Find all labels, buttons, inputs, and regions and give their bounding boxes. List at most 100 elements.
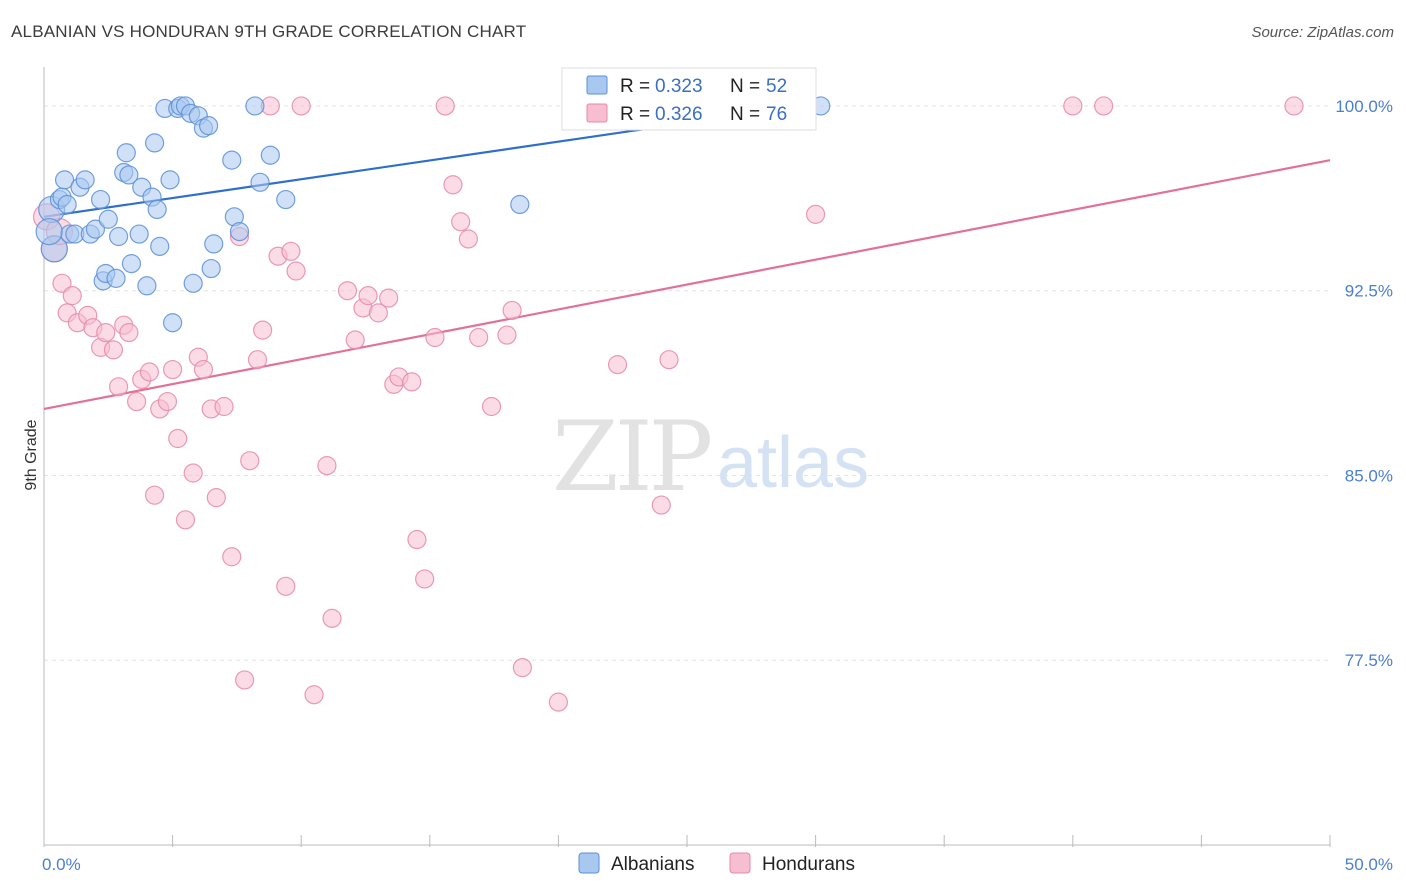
albanian-point bbox=[222, 150, 242, 170]
honduran-point bbox=[502, 300, 522, 321]
honduran-point bbox=[805, 204, 826, 224]
honduran-point bbox=[469, 327, 489, 348]
honduran-point bbox=[96, 322, 116, 343]
honduran-point bbox=[52, 273, 72, 293]
honduran-point bbox=[206, 488, 226, 508]
trend-lines bbox=[43, 104, 1331, 411]
honduran-point bbox=[512, 658, 532, 678]
y-tick-label: 77.5% bbox=[1345, 651, 1393, 670]
legend-n-value-albanians: 52 bbox=[766, 76, 787, 97]
x-tick-label: 50.0% bbox=[1345, 855, 1393, 874]
honduran-point bbox=[659, 350, 679, 370]
legend-r-label-albanians: R = bbox=[620, 76, 650, 97]
albanian-point bbox=[510, 194, 530, 215]
honduran-point bbox=[317, 456, 337, 476]
albanian-point bbox=[98, 209, 118, 229]
albanian-point bbox=[108, 226, 129, 247]
legend-r-value-albanians: 0.323 bbox=[655, 76, 703, 97]
albanian-point bbox=[116, 143, 136, 163]
honduran-point bbox=[253, 320, 273, 340]
tick-labels: 100.0% 92.5% 85.0% 77.5% 0.0% 50.0% bbox=[42, 97, 1393, 874]
chart-title: ALBANIAN VS HONDURAN 9TH GRADE CORRELATI… bbox=[11, 22, 527, 41]
albanian-point bbox=[276, 189, 296, 210]
honduran-point bbox=[119, 322, 139, 343]
honduran-point bbox=[62, 286, 82, 306]
honduran-point bbox=[214, 396, 234, 417]
honduran-point bbox=[1094, 96, 1114, 116]
bottom-legend-label-hondurans: Hondurans bbox=[762, 854, 855, 875]
honduran-point bbox=[451, 212, 471, 232]
legend-r-value-hondurans: 0.326 bbox=[655, 104, 703, 125]
albanian-point bbox=[199, 116, 219, 136]
honduran-point bbox=[337, 281, 358, 301]
albanian-point bbox=[129, 224, 149, 244]
legend-r-label-hondurans: R = bbox=[620, 104, 650, 125]
honduran-point bbox=[139, 362, 160, 382]
albanian-point bbox=[137, 276, 157, 296]
honduran-point bbox=[407, 529, 427, 550]
points-albanians bbox=[35, 96, 831, 333]
honduran-point bbox=[1063, 96, 1083, 116]
honduran-point bbox=[286, 261, 306, 281]
albanian-point bbox=[35, 217, 63, 246]
albanian-point bbox=[204, 234, 224, 254]
x-tick-label: 0.0% bbox=[42, 855, 81, 874]
legend-n-label-hondurans: N = bbox=[730, 104, 760, 125]
y-tick-label: 85.0% bbox=[1345, 466, 1393, 485]
honduran-point bbox=[163, 359, 183, 380]
trend-line-hondurans bbox=[43, 159, 1331, 411]
albanian-point bbox=[229, 221, 250, 242]
honduran-point bbox=[651, 495, 671, 515]
honduran-point bbox=[157, 391, 178, 412]
albanian-point bbox=[250, 172, 270, 192]
albanian-point bbox=[54, 170, 75, 190]
albanian-point bbox=[260, 145, 280, 165]
honduran-point bbox=[108, 377, 129, 397]
honduran-point bbox=[607, 355, 628, 375]
honduran-point bbox=[126, 391, 147, 412]
y-axis-title: 9th Grade bbox=[23, 419, 40, 490]
chart-source: Source: ZipAtlas.com bbox=[1251, 24, 1394, 41]
bottom-legend-swatch-albanians bbox=[578, 852, 600, 874]
legend-n-value-hondurans: 76 bbox=[766, 104, 787, 125]
honduran-point bbox=[458, 229, 478, 249]
honduran-point bbox=[235, 670, 255, 690]
albanian-point bbox=[150, 236, 170, 256]
bottom-legend-swatch-hondurans bbox=[729, 852, 751, 874]
honduran-point bbox=[168, 428, 188, 449]
honduran-point bbox=[103, 340, 124, 360]
honduran-point bbox=[497, 325, 517, 345]
honduran-point bbox=[222, 547, 242, 567]
axes bbox=[43, 67, 1331, 847]
bottom-legend: Albanians Hondurans bbox=[578, 852, 855, 875]
honduran-point bbox=[247, 350, 268, 370]
y-tick-label: 92.5% bbox=[1345, 282, 1393, 301]
honduran-point bbox=[345, 330, 365, 350]
albanian-point bbox=[75, 170, 95, 190]
honduran-point bbox=[368, 303, 388, 323]
legend-n-label-albanians: N = bbox=[730, 76, 760, 97]
y-tick-label: 100.0% bbox=[1335, 97, 1393, 116]
honduran-point bbox=[322, 608, 342, 628]
albanian-point bbox=[245, 96, 265, 116]
honduran-point bbox=[240, 451, 260, 471]
albanian-point bbox=[90, 189, 111, 210]
honduran-point bbox=[415, 569, 435, 589]
watermark-zip: ZIP bbox=[552, 401, 711, 513]
albanian-point bbox=[201, 258, 221, 279]
albanian-point bbox=[106, 268, 126, 288]
albanian-point bbox=[57, 194, 77, 215]
watermark: ZIP atlas bbox=[552, 401, 869, 513]
honduran-point bbox=[481, 396, 502, 417]
honduran-point bbox=[425, 327, 445, 348]
honduran-point bbox=[175, 510, 196, 530]
honduran-point bbox=[435, 96, 455, 116]
watermark-atlas: atlas bbox=[717, 423, 869, 503]
honduran-point bbox=[379, 288, 399, 308]
honduran-point bbox=[144, 485, 165, 505]
bottom-legend-label-albanians: Albanians bbox=[611, 854, 694, 875]
albanian-point bbox=[144, 133, 165, 153]
top-legend: R = 0.323 N = 52 R = 0.326 N = 76 bbox=[561, 67, 817, 131]
honduran-point bbox=[193, 359, 214, 380]
